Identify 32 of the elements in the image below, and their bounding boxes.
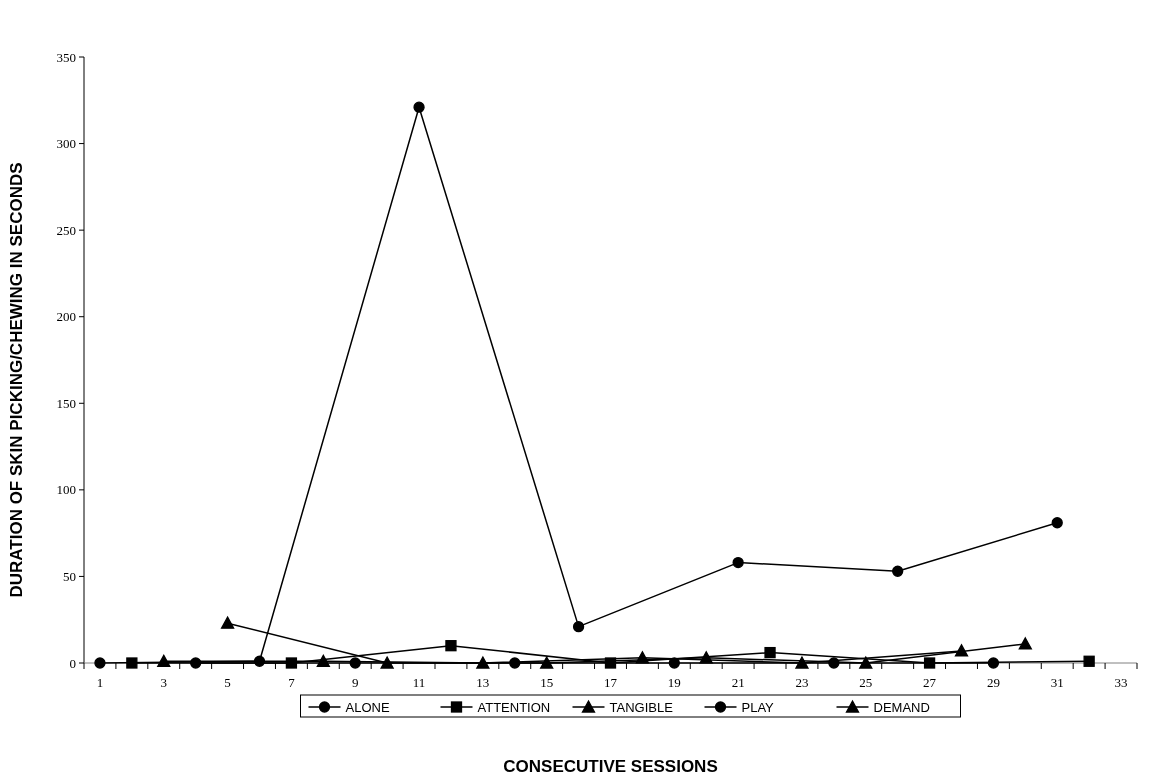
x-tick-label: 11 — [412, 675, 426, 690]
y-tick-label: 150 — [56, 395, 76, 411]
y-tick-label: 50 — [63, 568, 76, 584]
x-tick-label: 7 — [288, 675, 296, 690]
y-axis-title: DURATION OF SKIN PICKING/CHEWING IN SECONDS — [7, 162, 26, 598]
x-tick-label: 3 — [160, 675, 168, 690]
x-tick-label: 27 — [923, 675, 937, 690]
x-tick-label: 13 — [476, 675, 490, 690]
x-tick-label: 33 — [1114, 675, 1128, 690]
legend-label: ALONE — [345, 699, 390, 715]
y-tick-label: 250 — [56, 222, 76, 238]
x-tick-label: 1 — [96, 675, 104, 690]
legend-label: PLAY — [741, 699, 775, 715]
x-tick-label: 19 — [667, 675, 681, 690]
y-tick-label: 300 — [56, 136, 76, 152]
legend-label: DEMAND — [873, 699, 930, 715]
x-tick-label: 9 — [351, 675, 359, 690]
x-axis-title: CONSECUTIVE SESSIONS — [503, 757, 718, 776]
legend-label: ATTENTION — [477, 699, 551, 715]
x-tick-label: 25 — [859, 675, 873, 690]
x-tick-label: 29 — [986, 675, 1000, 690]
x-tick-label: 17 — [604, 675, 618, 690]
y-tick-label: 350 — [56, 49, 76, 65]
y-tick-label: 100 — [56, 482, 76, 498]
x-tick-label: 31 — [1050, 675, 1064, 690]
x-tick-label: 23 — [795, 675, 809, 690]
x-tick-label: 21 — [731, 675, 745, 690]
y-tick-label: 200 — [56, 309, 76, 325]
x-tick-label: 15 — [540, 675, 554, 690]
x-tick-label: 5 — [224, 675, 231, 690]
y-tick-label: 0 — [69, 655, 76, 671]
legend-label: TANGIBLE — [609, 699, 674, 715]
